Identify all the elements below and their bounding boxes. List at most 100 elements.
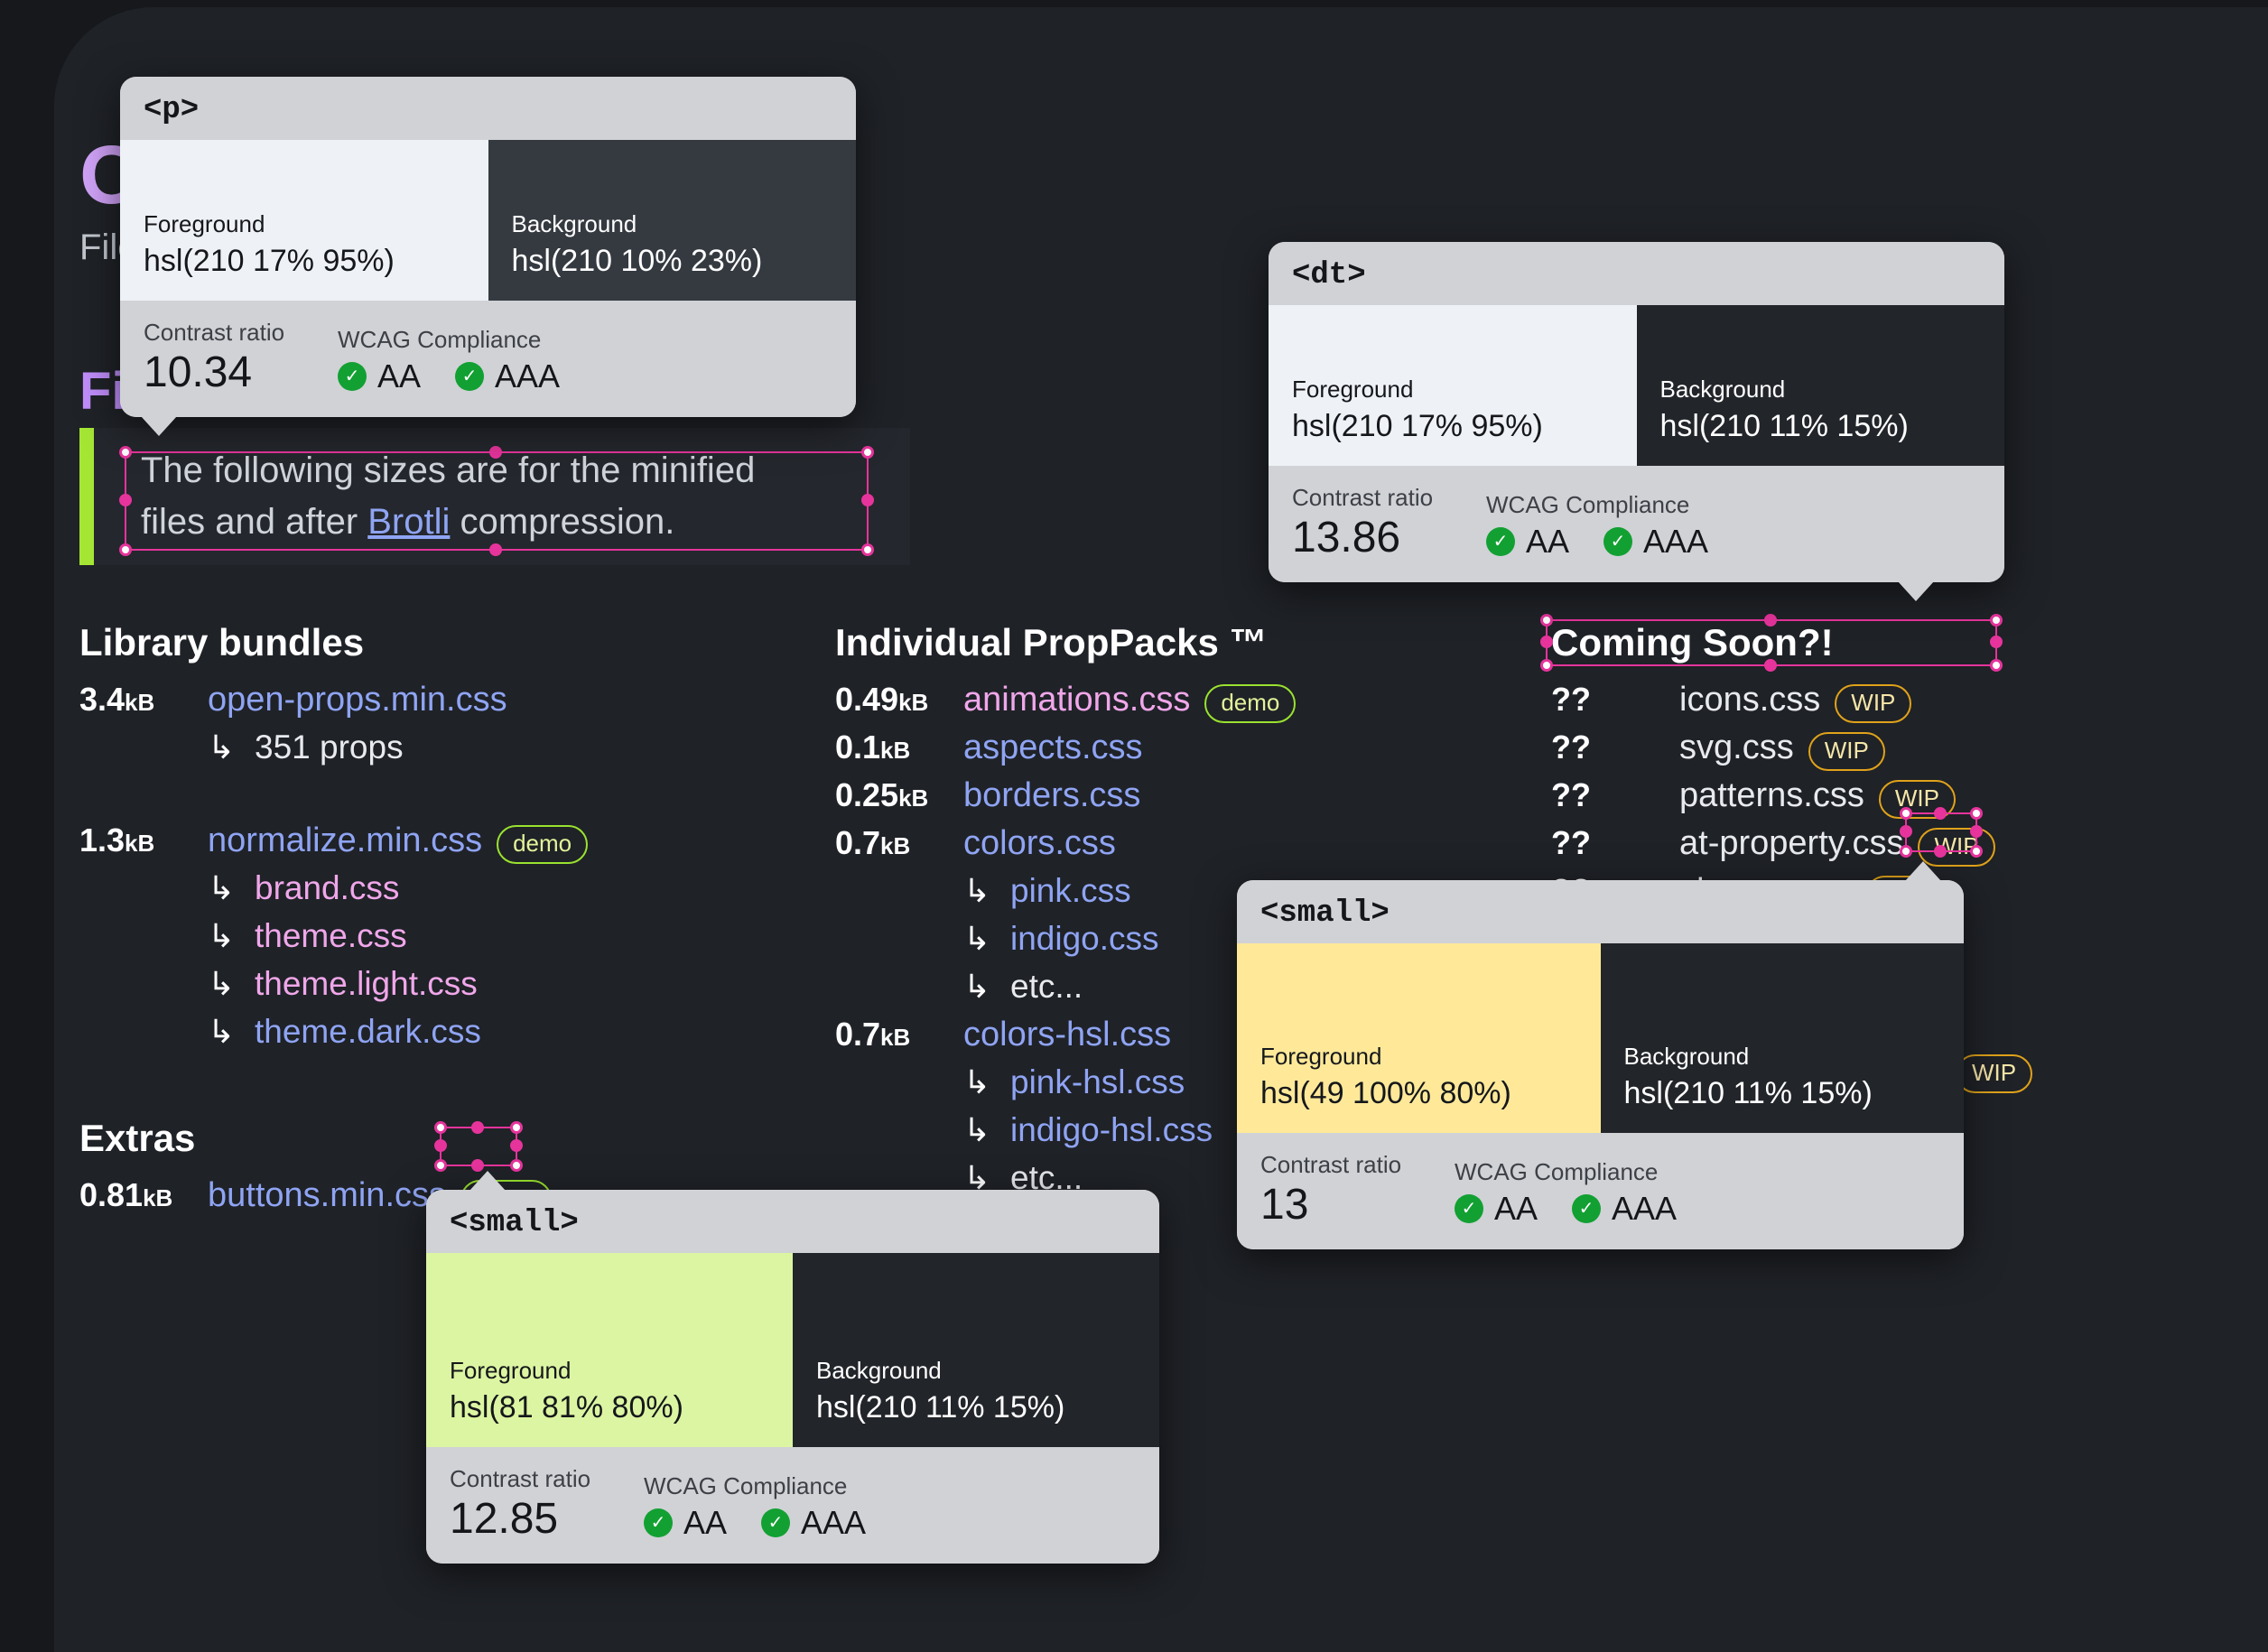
wcag-block: WCAG Compliance ✓ AA ✓ AAA [338,326,560,395]
list-item: ↳ theme.light.css [79,965,588,1013]
background-value: hsl(210 10% 23%) [511,243,763,278]
file-name[interactable]: theme.css [255,917,407,954]
column-library-bundles: Library bundles 3.4kB open-props.min.css… [79,621,589,1224]
file-name[interactable]: brand.css [255,869,400,906]
list-item[interactable]: 0.7kB colors-hsl.css [835,1016,1296,1063]
file-name[interactable]: pink.css [1010,872,1131,909]
wcag-block: WCAG Compliance ✓ AA ✓ AAA [1486,491,1708,561]
background-swatch: Background hsl(210 11% 15%) [793,1253,1159,1447]
file-name[interactable]: theme.dark.css [255,1013,481,1050]
file-name[interactable]: normalize.min.css [208,821,483,859]
list-item[interactable]: 1.3kB normalize.min.css demo [79,821,589,869]
wcag-aa-label: AA [1494,1190,1538,1228]
contrast-ratio-block: Contrast ratio 10.34 [144,319,338,395]
foreground-label: Foreground [1260,1043,1382,1071]
branch-arrow-icon: ↳ [208,965,236,1002]
contrast-ratio-block: Contrast ratio 13 [1260,1151,1455,1228]
list-item: ↳ indigo-hsl.css [835,1111,1296,1159]
proppacks-heading: Individual PropPacks ™ [835,621,1268,664]
file-name[interactable]: indigo.css [1010,920,1159,957]
contrast-ratio-block: Contrast ratio 12.85 [450,1465,644,1542]
wcag-label: WCAG Compliance [338,326,542,354]
branch-arrow-icon: ↳ [963,968,991,1005]
tooltip-footer: Contrast ratio 13.86 WCAG Compliance ✓ A… [1269,466,2004,583]
file-size: ?? [1551,776,1591,813]
tooltip-swatches: Foreground hsl(81 81% 80%) Background hs… [426,1253,1159,1447]
file-name[interactable]: open-props.min.css [208,681,507,719]
file-name: patterns.css [1679,776,1864,814]
check-icon: ✓ [338,362,367,392]
file-name[interactable]: borders.css [963,776,1141,814]
contrast-ratio-label: Contrast ratio [1260,1151,1402,1178]
callout-text: The following sizes are for the minified… [94,445,807,548]
file-name[interactable]: indigo-hsl.css [1010,1111,1213,1148]
wcag-aaa: ✓ AAA [761,1504,866,1542]
wcag-aa: ✓ AA [644,1504,727,1542]
check-icon: ✓ [1455,1194,1483,1224]
foreground-swatch: Foreground hsl(49 100% 80%) [1237,943,1601,1133]
callout-text-part2: compression. [450,502,675,542]
wcag-label: WCAG Compliance [644,1472,848,1500]
check-icon: ✓ [644,1508,673,1538]
contrast-ratio-value: 10.34 [144,348,253,396]
wcag-aaa-label: AAA [1643,523,1709,561]
list-item[interactable]: 3.4kB open-props.min.css [79,681,588,729]
file-name[interactable]: pink-hsl.css [1010,1063,1185,1100]
brotli-link[interactable]: Brotli [367,502,451,542]
branch-arrow-icon: ↳ [208,1013,236,1050]
wip-badge: WIP [1835,684,1912,723]
list-item: ↳ indigo.css [835,920,1296,968]
wip-badge: WIP [1878,780,1956,819]
demo-badge[interactable]: demo [1204,684,1297,723]
contrast-ratio-label: Contrast ratio [1292,484,1434,511]
contrast-tooltip-small-yellow: <small> Foreground hsl(49 100% 80%) Back… [1237,861,1964,1250]
branch-arrow-icon: ↳ [963,872,991,909]
foreground-label: Foreground [1292,376,1414,404]
wcag-label: WCAG Compliance [1455,1158,1659,1186]
check-icon: ✓ [1603,527,1633,557]
file-size: 0.1kB [835,729,911,766]
wcag-block: WCAG Compliance ✓ AA ✓ AAA [644,1472,866,1542]
branch-arrow-icon: ↳ [963,1111,991,1148]
contrast-ratio-label: Contrast ratio [144,319,285,346]
wip-badge: WIP [1808,732,1885,771]
check-icon: ✓ [1486,527,1515,557]
tooltip-footer: Contrast ratio 10.34 WCAG Compliance ✓ A… [120,301,856,418]
demo-badge[interactable]: demo [497,825,589,864]
foreground-value: hsl(81 81% 80%) [450,1389,683,1425]
tooltip-arrow-icon [1905,861,1941,881]
tooltip-arrow-icon [1898,581,1934,602]
list-item[interactable]: 0.49kB animations.css demo [835,681,1297,729]
list-item: ↳ pink.css [835,872,1296,920]
contrast-tooltip-p: <p> Foreground hsl(210 17% 95%) Backgrou… [120,77,856,437]
foreground-label: Foreground [144,210,265,238]
list-item[interactable]: 0.25kB borders.css [835,776,1296,824]
list-item: ↳ theme.css [79,917,588,965]
list-item[interactable]: 0.1kB aspects.css [835,729,1296,776]
wcag-aa: ✓ AA [1455,1190,1538,1228]
tooltip-tag-label: <small> [426,1190,1159,1253]
file-name[interactable]: aspects.css [963,729,1143,766]
tooltip-tag-label: <dt> [1269,242,2004,305]
file-size: ?? [1551,729,1591,766]
file-size: 0.7kB [835,1016,911,1053]
foreground-value: hsl(210 17% 95%) [1292,408,1543,443]
foreground-value: hsl(49 100% 80%) [1260,1075,1511,1110]
background-label: Background [816,1357,942,1385]
background-swatch: Background hsl(210 11% 15%) [1600,943,1964,1133]
list-item[interactable]: 0.7kB colors.css [835,824,1296,872]
background-label: Background [511,210,637,238]
callout-blockquote: The following sizes are for the minified… [79,428,910,565]
check-icon: ✓ [455,362,485,392]
file-size: 0.49kB [835,681,929,718]
file-size: 0.25kB [835,776,929,813]
file-name[interactable]: buttons.min.css [208,1176,446,1214]
background-label: Background [1659,376,1786,404]
wcag-aaa: ✓ AAA [455,357,560,395]
file-name[interactable]: colors-hsl.css [963,1016,1172,1053]
file-name[interactable]: colors.css [963,824,1116,862]
branch-arrow-icon: ↳ [963,920,991,957]
wcag-aaa: ✓ AAA [1603,523,1708,561]
file-name[interactable]: theme.light.css [255,965,478,1002]
file-name[interactable]: animations.css [963,681,1191,719]
